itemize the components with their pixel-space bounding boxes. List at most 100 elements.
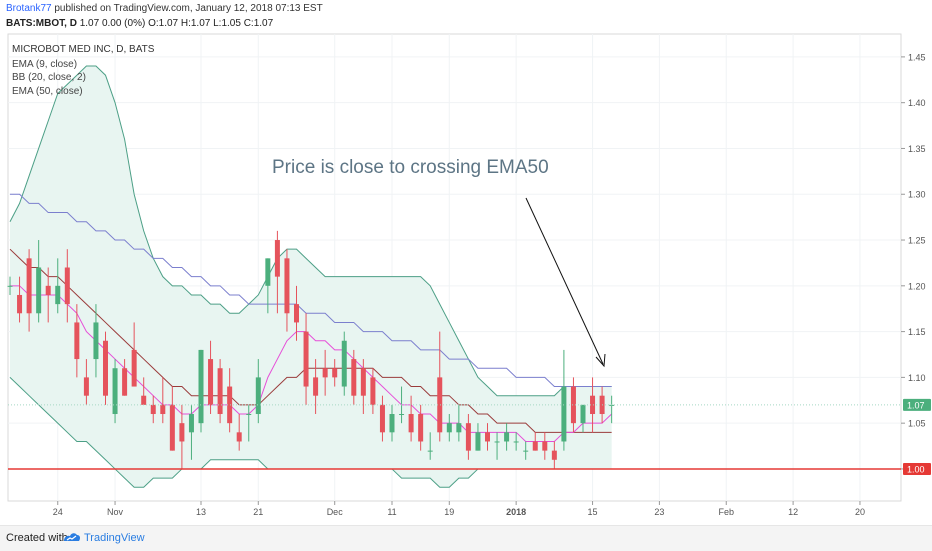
candle-down	[179, 404, 185, 469]
candle-body	[523, 450, 529, 452]
candles	[7, 230, 615, 469]
candle-up	[55, 258, 61, 314]
publish-info: Brotank77 published on TradingView.com, …	[6, 3, 323, 14]
candle-up	[198, 349, 204, 433]
y-tick-label: 1.15	[908, 327, 926, 337]
candle-body	[456, 423, 462, 433]
quote-line: BATS:MBOT, D 1.07 0.00 (0%) O:1.07 H:1.0…	[6, 18, 273, 29]
candle-body	[236, 432, 242, 442]
annotation-text[interactable]: Price is close to crossing EMA50	[272, 157, 549, 178]
candle-body	[103, 340, 108, 396]
candle-down	[284, 249, 290, 332]
candle-body	[265, 258, 271, 286]
candle-up	[341, 331, 347, 396]
tradingview-logo-icon[interactable]	[63, 531, 81, 545]
candle-up	[494, 432, 500, 460]
candle-up	[561, 349, 567, 451]
candle-up	[475, 423, 481, 451]
candle-body	[551, 450, 557, 460]
candle-body	[465, 423, 471, 451]
candle-up	[504, 423, 510, 451]
indicator-lines	[9, 193, 612, 442]
candle-down	[551, 441, 557, 469]
candle-body	[485, 432, 490, 442]
author-link[interactable]: Brotank77	[6, 3, 52, 14]
candle-down	[418, 404, 424, 451]
candle-down	[437, 331, 443, 442]
candle-down	[131, 322, 137, 387]
support-price-badge[interactable]: 1.00	[903, 462, 931, 475]
candle-down	[160, 377, 166, 424]
x-tick-label: 11	[387, 507, 396, 517]
ema9-line	[10, 285, 612, 442]
candle-body	[255, 377, 261, 415]
chart[interactable]: 1.45 1.40 1.35 1.30 1.25 1.20 1.15 1.10 1.05 1.00…	[0, 0, 932, 525]
x-tick-label: 23	[654, 507, 664, 517]
y-tick-label: 1.20	[908, 281, 926, 291]
annotation-arrow[interactable]	[525, 197, 606, 368]
x-tick-label: Feb	[718, 507, 734, 517]
legend-ema50[interactable]: EMA (50, close)	[12, 86, 83, 97]
candle-body	[179, 423, 185, 442]
x-tick-label: 15	[588, 507, 598, 517]
candle-body	[532, 441, 538, 451]
candle-up	[446, 414, 452, 442]
x-tick-label: Nov	[107, 507, 124, 517]
quote-values: 1.07 0.00 (0%) O:1.07 H:1.07 L:1.05 C:1.…	[79, 18, 274, 29]
published-text: published on TradingView.com, January 12…	[54, 3, 323, 14]
candle-body	[93, 322, 99, 360]
candle-down	[208, 340, 214, 415]
candle-body	[64, 267, 70, 305]
candle-down	[64, 249, 70, 323]
time-axis[interactable]: 24 Nov 13 21 Dec 11 19 2018 15 23 Feb 12 20	[53, 501, 865, 517]
candle-body	[570, 386, 576, 424]
tradingview-brand[interactable]: TradingView	[84, 532, 145, 544]
candle-up	[255, 359, 261, 424]
candle-body	[284, 258, 290, 314]
candle-up	[7, 276, 13, 295]
candle-body	[389, 414, 395, 433]
candle-body	[122, 368, 128, 396]
legend-bb[interactable]: BB (20, close, 2)	[12, 72, 86, 83]
candle-down	[227, 368, 233, 433]
candle-up	[112, 359, 118, 424]
y-tick-label: 1.10	[908, 373, 926, 383]
price-axis[interactable]: 1.45 1.40 1.35 1.30 1.25 1.20 1.15 1.10 1.05 1.00…	[901, 52, 931, 475]
legend-ema9[interactable]: EMA (9, close)	[12, 59, 77, 70]
candle-up	[456, 404, 462, 442]
candle-body	[590, 395, 596, 415]
bb-fill	[10, 66, 612, 488]
candle-body	[332, 368, 338, 378]
candle-body	[217, 368, 223, 415]
candle-body	[399, 414, 405, 416]
candle-up	[427, 432, 433, 460]
candle-body	[446, 423, 452, 433]
candle-down	[141, 377, 147, 405]
candle-up	[188, 404, 194, 460]
candle-down	[532, 432, 538, 451]
candle-body	[36, 267, 42, 314]
candle-body	[188, 414, 194, 433]
chart-title: MICROBOT MED INC, D, BATS	[12, 44, 155, 55]
candle-body	[45, 285, 51, 295]
y-tick-label: 1.05	[908, 419, 926, 429]
y-tick-label: 1.35	[908, 144, 926, 154]
candle-body	[580, 404, 586, 424]
candle-body	[437, 377, 443, 433]
x-tick-label: 24	[53, 507, 63, 517]
last-price-badge[interactable]: 1.07	[903, 398, 931, 411]
candle-body	[322, 368, 328, 378]
candle-down	[74, 304, 80, 378]
last-price-badge-bg	[903, 398, 931, 411]
candle-down	[465, 414, 471, 460]
candle-down	[274, 230, 280, 314]
x-tick-label: 20	[855, 507, 865, 517]
candle-body	[561, 386, 567, 442]
bb-upper-line	[9, 65, 612, 397]
candle-body	[141, 395, 147, 405]
candle-body	[408, 414, 414, 433]
candle-down	[103, 331, 108, 405]
candle-down	[570, 377, 576, 433]
support-line[interactable]	[8, 404, 901, 470]
candle-down	[351, 349, 357, 405]
